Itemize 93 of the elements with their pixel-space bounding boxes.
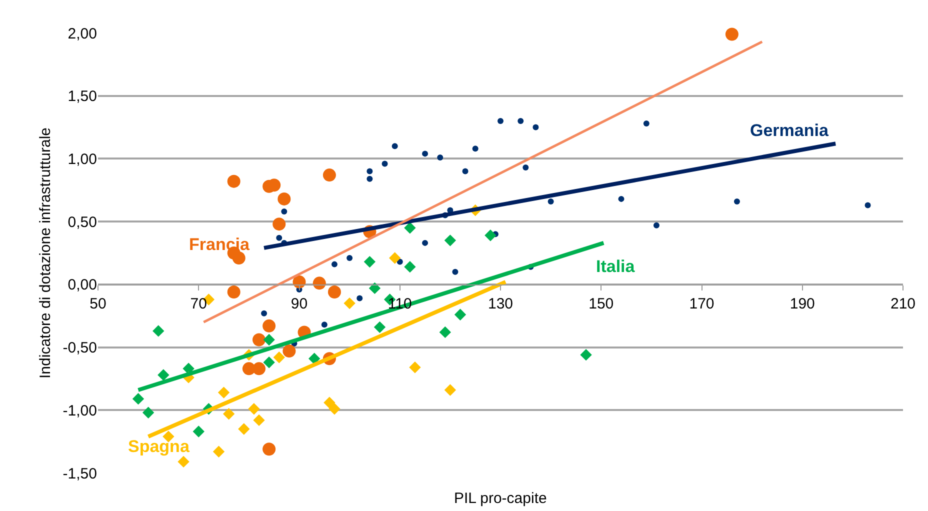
x-axis-title: PIL pro-capite (454, 490, 547, 507)
point (346, 255, 353, 262)
point (227, 285, 240, 298)
point (734, 198, 740, 204)
point (452, 268, 458, 275)
point (324, 396, 336, 408)
y-tick-label: 1,50 (68, 88, 97, 106)
point (262, 319, 276, 332)
point (548, 198, 554, 204)
point (484, 230, 496, 242)
text: Italia (596, 257, 636, 276)
point (344, 297, 356, 310)
x-tick-label: 150 (588, 295, 614, 312)
point (282, 344, 296, 358)
point (498, 118, 504, 124)
x-tick-label: 170 (689, 295, 714, 312)
point (364, 256, 376, 268)
point (374, 321, 386, 334)
point (273, 351, 285, 364)
point (382, 160, 388, 167)
point (725, 28, 738, 41)
point (392, 143, 398, 150)
point (222, 408, 235, 420)
y-axis-title: Indicatore di dotazione infrastrutturale (37, 128, 54, 378)
x-tick-label: 210 (890, 295, 916, 312)
x-tick-label: 70 (190, 295, 207, 312)
point (439, 326, 452, 338)
point (312, 276, 326, 290)
point (437, 154, 444, 160)
point (388, 252, 401, 264)
point (272, 218, 286, 231)
y-tick-label: -1,50 (62, 465, 97, 482)
point (580, 348, 592, 361)
point (321, 322, 328, 328)
point (404, 260, 416, 273)
point (472, 146, 478, 152)
point (328, 285, 341, 298)
point (409, 362, 421, 374)
x-tick-label: 90 (290, 295, 308, 312)
point (532, 124, 539, 130)
point (232, 252, 246, 265)
point (212, 446, 225, 458)
point (238, 423, 250, 435)
point (328, 403, 340, 415)
point (643, 120, 650, 127)
point (158, 369, 170, 381)
y-tick-label: -0,50 (62, 340, 97, 357)
point (422, 240, 428, 246)
point (444, 234, 456, 246)
point (132, 392, 144, 405)
point (322, 168, 336, 182)
y-tick-label: 0,00 (68, 276, 97, 294)
point (522, 164, 529, 171)
y-tick-label: -1,00 (62, 402, 97, 420)
x-tick-label: 50 (90, 295, 106, 312)
y-tick-label: 2,00 (68, 25, 97, 42)
point (454, 308, 466, 320)
point (252, 333, 266, 346)
point (218, 386, 230, 398)
point (227, 174, 240, 188)
point (281, 208, 288, 215)
point (404, 222, 416, 234)
point (331, 261, 338, 268)
point (276, 234, 282, 241)
point (142, 406, 154, 419)
point (462, 168, 468, 174)
y-tick-label: 0,50 (68, 214, 97, 231)
point (262, 442, 276, 456)
text: Germania (750, 121, 829, 140)
point (366, 176, 373, 182)
point (366, 168, 373, 174)
point (263, 356, 275, 368)
point (152, 325, 164, 337)
point (263, 334, 275, 346)
point (308, 352, 320, 364)
point (653, 222, 660, 228)
x-tick-label: 130 (488, 295, 514, 312)
point (444, 384, 456, 396)
series-label: Spagna (128, 437, 190, 456)
point (518, 118, 524, 124)
point (261, 310, 268, 316)
point (253, 414, 265, 426)
point (356, 295, 363, 302)
point (422, 150, 428, 157)
point (278, 192, 291, 206)
point (192, 426, 204, 438)
point (248, 403, 260, 415)
point (864, 202, 871, 208)
y-tick-label: 1,00 (68, 150, 97, 168)
point (252, 362, 266, 376)
point (178, 456, 190, 468)
point (618, 196, 624, 202)
x-tick-label: 190 (790, 295, 815, 312)
